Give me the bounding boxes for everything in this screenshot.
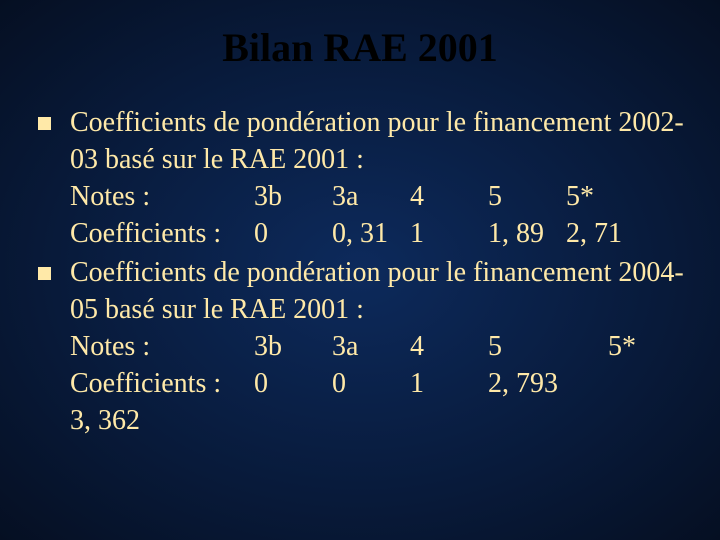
- bullet-item: Coefficients de pondération pour le fina…: [36, 255, 684, 440]
- bullet-icon: [38, 267, 51, 280]
- bullet-item: Coefficients de pondération pour le fina…: [36, 105, 684, 253]
- trailing-text: 3, 362: [70, 403, 684, 440]
- row-cell: 0: [254, 216, 332, 253]
- data-row: Notes : 3b 3a 4 5 5*: [70, 179, 684, 216]
- bullet-list: Coefficients de pondération pour le fina…: [36, 105, 684, 440]
- row-cell: 1: [410, 366, 488, 403]
- data-row: Coefficients : 0 0, 31 1 1, 89 2, 71: [70, 216, 684, 253]
- row-cell: 5*: [608, 329, 686, 366]
- bullet-icon: [38, 117, 51, 130]
- row-cell: 3a: [332, 329, 410, 366]
- row-cell: 3b: [254, 329, 332, 366]
- row-cell: 5: [488, 329, 608, 366]
- row-label: Notes :: [70, 179, 254, 216]
- bullet-lead-text: Coefficients de pondération pour le fina…: [70, 105, 684, 179]
- row-cell: 0, 31: [332, 216, 410, 253]
- row-cell: 1, 89: [488, 216, 566, 253]
- row-cell: 0: [254, 366, 332, 403]
- slide-title: Bilan RAE 2001: [36, 24, 684, 71]
- row-label: Coefficients :: [70, 366, 254, 403]
- row-cell: 2, 793: [488, 366, 608, 403]
- slide: Bilan RAE 2001 Coefficients de pondérati…: [0, 0, 720, 540]
- data-row: Coefficients : 0 0 1 2, 793: [70, 366, 684, 403]
- data-row: Notes : 3b 3a 4 5 5*: [70, 329, 684, 366]
- row-cell: [608, 366, 686, 403]
- row-cell: 1: [410, 216, 488, 253]
- row-cell: 5: [488, 179, 566, 216]
- row-cell: 3a: [332, 179, 410, 216]
- row-cell: 4: [410, 179, 488, 216]
- row-label: Notes :: [70, 329, 254, 366]
- row-cell: 2, 71: [566, 216, 644, 253]
- row-cell: 3b: [254, 179, 332, 216]
- bullet-lead-text: Coefficients de pondération pour le fina…: [70, 255, 684, 329]
- row-label: Coefficients :: [70, 216, 254, 253]
- row-cell: 0: [332, 366, 410, 403]
- row-cell: 4: [410, 329, 488, 366]
- row-cell: 5*: [566, 179, 644, 216]
